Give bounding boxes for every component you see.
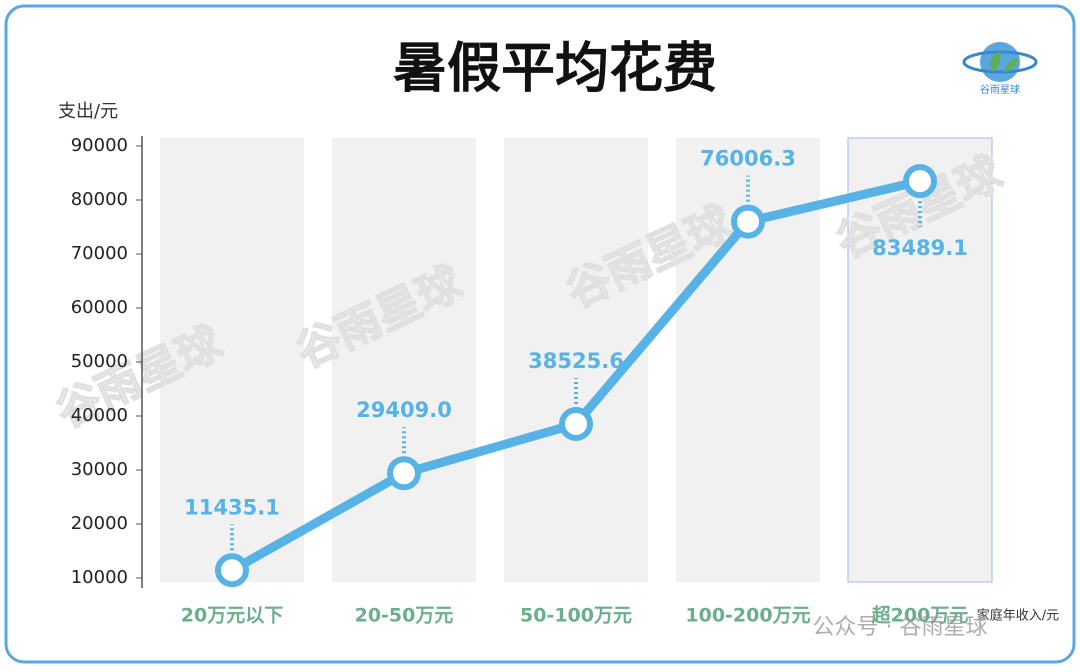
logo: 谷雨星球 <box>962 42 1038 96</box>
category-band <box>160 138 304 582</box>
x-tick-label: 100-200万元 <box>685 605 810 627</box>
y-tick-label: 20000 <box>71 513 128 534</box>
value-label: 83489.1 <box>872 236 968 260</box>
x-tick-label: 50-100万元 <box>520 605 632 627</box>
point <box>731 204 765 239</box>
x-tick-label: 超200万元 <box>871 604 969 627</box>
chart-title: 暑假平均花费 <box>393 37 717 100</box>
point <box>215 553 249 588</box>
y-tick-label: 40000 <box>71 405 128 426</box>
y-tick-label: 10000 <box>71 567 128 588</box>
x-tick-label: 20-50万元 <box>355 605 454 627</box>
value-label: 38525.6 <box>528 349 624 373</box>
value-label: 29409.0 <box>356 398 452 422</box>
brand: 谷雨星球 <box>980 83 1020 96</box>
value-label: 76006.3 <box>700 147 796 171</box>
y-tick-label: 70000 <box>71 243 128 264</box>
value-label: 11435.1 <box>184 495 280 519</box>
point <box>559 406 593 441</box>
x-axis-label: 家庭年收入/元 <box>977 608 1059 624</box>
y-tick-label: 50000 <box>71 351 128 372</box>
source: 公众号 · 谷雨星球 <box>813 615 988 640</box>
point <box>903 164 937 199</box>
y-tick-label: 90000 <box>71 135 128 156</box>
point <box>387 456 421 491</box>
category-band <box>504 138 648 582</box>
y-tick-label: 30000 <box>71 459 128 480</box>
y-axis-label: 支出/元 <box>58 101 118 122</box>
x-tick-label: 20万元以下 <box>181 605 283 627</box>
category-band <box>332 138 476 582</box>
y-tick-label: 80000 <box>71 189 128 210</box>
y-tick-label: 60000 <box>71 297 128 318</box>
